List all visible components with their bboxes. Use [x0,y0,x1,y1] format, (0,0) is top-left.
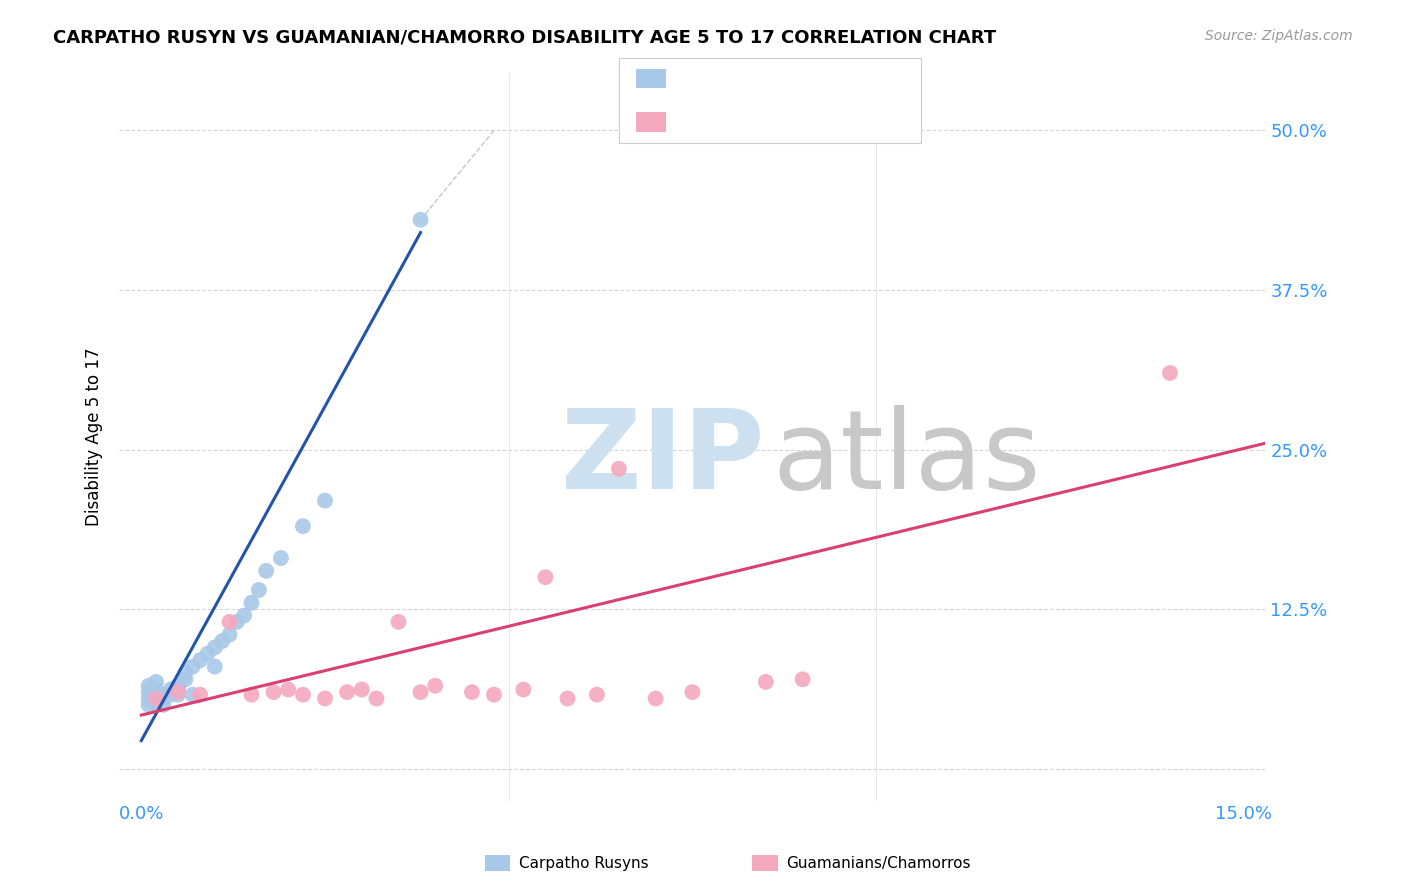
Point [159,682,181,697]
Point [152,688,174,702]
Point [181,659,204,673]
Point [218,615,240,629]
Point [152,691,174,706]
Point [138,679,160,693]
Text: N =: N = [776,112,832,132]
Point [159,688,181,702]
Point [291,688,314,702]
Point [409,685,432,699]
Point [263,685,285,699]
Point [138,685,160,699]
Text: Carpatho Rusyns: Carpatho Rusyns [519,856,648,871]
Point [167,682,190,697]
Point [167,688,190,702]
Point [336,685,359,699]
Point [145,682,167,697]
Text: 0.560: 0.560 [720,112,776,132]
Point [138,698,160,712]
Point [792,673,814,687]
Point [240,596,263,610]
Point [188,653,211,667]
Text: CARPATHO RUSYN VS GUAMANIAN/CHAMORRO DISABILITY AGE 5 TO 17 CORRELATION CHART: CARPATHO RUSYN VS GUAMANIAN/CHAMORRO DIS… [53,29,997,46]
Point [247,582,270,597]
Point [482,688,505,702]
Point [291,519,314,533]
Point [145,688,167,702]
Point [1159,366,1181,380]
Point [174,673,197,687]
Point [174,665,197,680]
Text: atlas: atlas [773,405,1040,512]
Point [314,493,336,508]
Text: R =: R = [681,69,723,88]
Point [204,640,226,655]
Point [644,691,666,706]
Text: 27: 27 [821,112,846,132]
Point [461,685,484,699]
Point [152,698,174,712]
Point [218,628,240,642]
Point [145,691,167,706]
Point [512,682,534,697]
Text: 0.721: 0.721 [720,69,776,88]
Point [197,647,219,661]
Point [350,682,373,697]
Point [425,679,447,693]
Point [681,685,703,699]
Point [181,688,204,702]
Point [254,564,277,578]
Point [138,691,160,706]
Point [270,551,292,566]
Point [534,570,557,584]
Point [277,682,299,697]
Point [586,688,609,702]
Point [145,685,167,699]
Point [607,461,630,475]
Text: N =: N = [776,69,832,88]
Point [755,674,778,689]
Text: R =: R = [681,112,723,132]
Point [557,691,579,706]
Point [167,679,190,693]
Point [225,615,247,629]
Point [366,691,388,706]
Point [204,659,226,673]
Point [211,634,233,648]
Text: ZIP: ZIP [561,405,763,512]
Point [314,691,336,706]
Point [167,685,190,699]
Y-axis label: Disability Age 5 to 17: Disability Age 5 to 17 [86,348,103,526]
Text: Guamanians/Chamorros: Guamanians/Chamorros [786,856,970,871]
Point [233,608,256,623]
Point [409,212,432,227]
Point [188,688,211,702]
Point [145,674,167,689]
Text: Source: ZipAtlas.com: Source: ZipAtlas.com [1205,29,1353,43]
Point [145,698,167,712]
Point [387,615,409,629]
Point [240,688,263,702]
Text: 36: 36 [821,69,846,88]
